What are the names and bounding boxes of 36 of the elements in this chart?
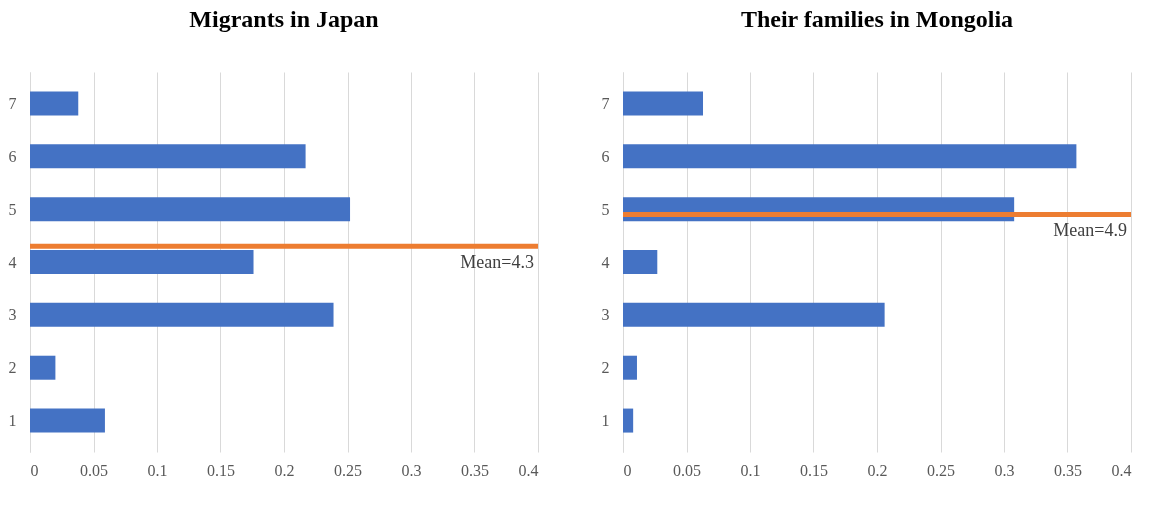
x-tick-label: 0.4 bbox=[518, 461, 539, 479]
x-tick-label: 0.2 bbox=[274, 461, 295, 479]
x-tick-label: 0.1 bbox=[740, 461, 761, 479]
y-tick-label: 3 bbox=[601, 306, 610, 324]
x-tick-label: 0.15 bbox=[800, 461, 828, 479]
x-tick-label: 0.3 bbox=[401, 461, 422, 479]
x-tick-label: 0.2 bbox=[867, 461, 888, 479]
y-tick-label: 7 bbox=[8, 94, 17, 112]
ref-line-label: Mean=4.3 bbox=[460, 252, 534, 273]
x-tick-label: 0.35 bbox=[1054, 461, 1082, 479]
chart-title: Migrants in Japan bbox=[189, 6, 379, 32]
y-tick-label: 3 bbox=[8, 306, 17, 324]
y-tick-label: 4 bbox=[601, 253, 610, 271]
x-tick-label: 0.05 bbox=[673, 461, 701, 479]
chart-title: Their families in Mongolia bbox=[740, 6, 1014, 32]
x-tick-label: 0.4 bbox=[1111, 461, 1132, 479]
x-tick-label: 0 bbox=[623, 461, 632, 479]
y-tick-label: 6 bbox=[8, 147, 17, 165]
y-tick-label: 6 bbox=[601, 147, 610, 165]
x-tick-label: 0 bbox=[30, 461, 39, 479]
y-tick-label: 1 bbox=[601, 412, 610, 430]
x-tick-label: 0.05 bbox=[80, 461, 108, 479]
x-tick-label: 0.25 bbox=[927, 461, 955, 479]
y-tick-label: 2 bbox=[601, 359, 610, 377]
x-tick-label: 0.1 bbox=[147, 461, 168, 479]
y-tick-label: 7 bbox=[601, 94, 610, 112]
y-tick-label: 2 bbox=[8, 359, 17, 377]
x-tick-label: 0.15 bbox=[207, 461, 235, 479]
y-tick-label: 1 bbox=[8, 412, 17, 430]
y-tick-label: 5 bbox=[8, 200, 17, 218]
x-tick-label: 0.3 bbox=[994, 461, 1015, 479]
y-tick-label: 4 bbox=[8, 253, 17, 271]
x-tick-label: 0.35 bbox=[461, 461, 489, 479]
y-tick-label: 5 bbox=[601, 200, 610, 218]
ref-line-label: Mean=4.9 bbox=[1053, 220, 1127, 241]
x-tick-label: 0.25 bbox=[334, 461, 362, 479]
